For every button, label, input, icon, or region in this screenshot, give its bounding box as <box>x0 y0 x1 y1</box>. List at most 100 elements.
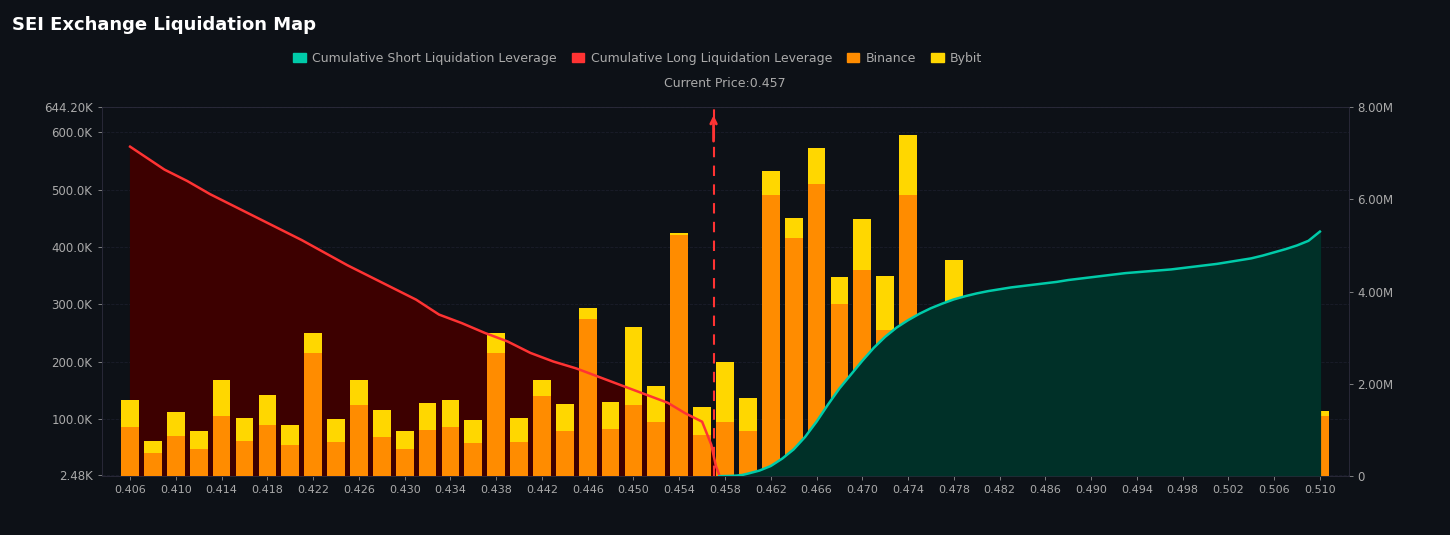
Bar <box>784 238 802 476</box>
Bar <box>258 425 277 476</box>
Bar <box>442 427 460 476</box>
Bar <box>761 195 780 476</box>
Bar <box>648 422 666 476</box>
Bar <box>1082 442 1101 476</box>
Bar <box>1196 437 1214 476</box>
Bar <box>808 148 825 184</box>
Bar <box>419 430 436 476</box>
Bar <box>1082 437 1101 442</box>
Bar <box>1014 426 1031 476</box>
Bar <box>190 431 207 449</box>
Bar <box>1151 456 1169 476</box>
Bar <box>534 380 551 396</box>
Bar <box>373 437 390 476</box>
Bar <box>945 259 963 304</box>
Bar <box>442 400 460 427</box>
Bar <box>761 171 780 195</box>
Bar <box>328 419 345 442</box>
Bar <box>1266 426 1283 476</box>
Legend: Cumulative Short Liquidation Leverage, Cumulative Long Liquidation Leverage, Bin: Cumulative Short Liquidation Leverage, C… <box>289 47 987 70</box>
Bar <box>555 431 574 476</box>
Bar <box>304 353 322 476</box>
Bar <box>304 333 322 353</box>
Bar <box>693 407 710 435</box>
Bar <box>967 338 986 367</box>
Bar <box>876 276 895 330</box>
Bar <box>1196 421 1214 437</box>
Bar <box>1105 460 1122 476</box>
Bar <box>396 431 413 449</box>
Bar <box>1037 396 1054 416</box>
Bar <box>625 404 642 476</box>
Bar <box>1105 450 1122 460</box>
Bar <box>1288 437 1306 476</box>
Bar <box>716 422 734 476</box>
Bar <box>213 380 231 416</box>
Bar <box>1219 446 1237 476</box>
Bar <box>349 380 368 404</box>
Bar <box>1128 450 1146 452</box>
Bar <box>510 418 528 442</box>
Bar <box>1173 446 1192 476</box>
Bar <box>648 386 666 422</box>
Bar <box>487 333 505 353</box>
Bar <box>464 420 483 443</box>
Bar <box>831 304 848 476</box>
Bar <box>579 318 596 476</box>
Bar <box>922 322 940 387</box>
Bar <box>419 403 436 430</box>
Bar <box>716 362 734 422</box>
Bar <box>534 396 551 476</box>
Text: Current Price:0.457: Current Price:0.457 <box>664 78 786 90</box>
Bar <box>122 400 139 427</box>
Bar <box>349 404 368 476</box>
Bar <box>1219 436 1237 446</box>
Bar <box>510 442 528 476</box>
Bar <box>167 412 184 436</box>
Bar <box>1060 436 1077 452</box>
Bar <box>167 436 184 476</box>
Bar <box>487 353 505 476</box>
Bar <box>1037 416 1054 476</box>
Bar <box>1311 416 1328 476</box>
Bar <box>328 442 345 476</box>
Bar <box>1173 442 1192 446</box>
Bar <box>1014 402 1031 426</box>
Bar <box>213 416 231 476</box>
Bar <box>670 233 689 235</box>
Bar <box>876 330 895 476</box>
Bar <box>1151 449 1169 456</box>
Bar <box>899 135 916 195</box>
Bar <box>464 443 483 476</box>
Text: SEI Exchange Liquidation Map: SEI Exchange Liquidation Map <box>12 16 316 34</box>
Bar <box>945 304 963 476</box>
Bar <box>236 418 254 441</box>
Bar <box>1128 452 1146 476</box>
Bar <box>854 219 871 270</box>
Bar <box>784 218 802 238</box>
Bar <box>1243 445 1260 452</box>
Bar <box>555 404 574 431</box>
Bar <box>990 371 1008 387</box>
Bar <box>967 367 986 476</box>
Bar <box>625 327 642 404</box>
Bar <box>236 441 254 476</box>
Bar <box>899 195 916 476</box>
Bar <box>922 387 940 476</box>
Bar <box>602 429 619 476</box>
Bar <box>740 398 757 431</box>
Bar <box>144 441 162 453</box>
Bar <box>693 435 710 476</box>
Bar <box>831 277 848 304</box>
Bar <box>740 431 757 476</box>
Bar <box>854 270 871 476</box>
Bar <box>396 449 413 476</box>
Bar <box>1311 411 1328 416</box>
Bar <box>281 445 299 476</box>
Bar <box>1243 452 1260 476</box>
Bar <box>1288 427 1306 437</box>
Bar <box>144 453 162 476</box>
Bar <box>602 402 619 429</box>
Bar <box>670 235 689 476</box>
Bar <box>281 425 299 445</box>
